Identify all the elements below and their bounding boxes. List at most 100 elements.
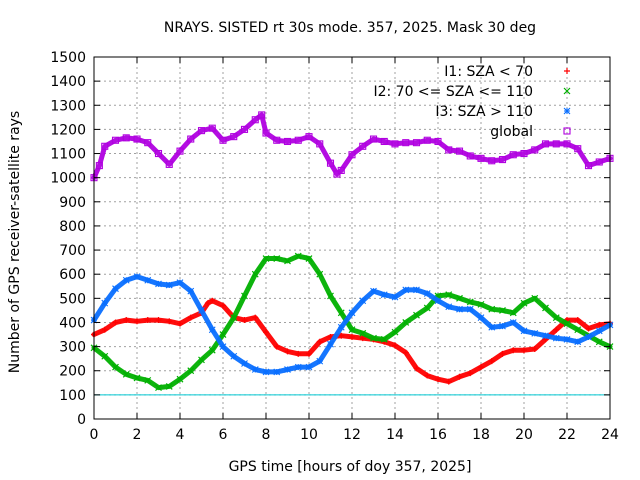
- data-point: [402, 349, 409, 356]
- data-point: [520, 299, 528, 307]
- y-tick-label: 1500: [50, 50, 86, 66]
- data-point: [305, 255, 313, 262]
- data-point: [208, 346, 216, 354]
- data-point: [370, 334, 377, 342]
- legend: I1: SZA < 70 I2: 70 <= SZA <= 110 I3: SZA …: [373, 64, 571, 140]
- data-point: [197, 127, 206, 135]
- data-point: [176, 147, 184, 155]
- chart-title: NRAYS. SISTED rt 30s mode. 357, 2025. Ma…: [164, 20, 536, 36]
- data-point: [445, 146, 453, 154]
- data-point: [455, 147, 464, 155]
- data-point: [349, 333, 355, 340]
- data-point: [316, 357, 324, 365]
- data-point: [477, 154, 485, 162]
- series-3: [90, 111, 614, 182]
- data-point: [445, 303, 453, 311]
- data-point: [251, 366, 259, 373]
- data-point: [348, 326, 356, 334]
- data-point: [316, 270, 324, 278]
- data-point: [262, 368, 270, 376]
- data-point: [187, 135, 195, 143]
- grid-layer: [94, 57, 610, 419]
- data-point: [219, 343, 227, 350]
- data-point: [101, 299, 109, 307]
- data-point: [434, 137, 442, 146]
- data-point: [101, 326, 108, 333]
- data-point: [241, 317, 248, 324]
- data-point: [542, 332, 549, 340]
- data-point: [412, 139, 421, 147]
- x-tick-label: 12: [343, 427, 361, 443]
- data-point: [563, 140, 571, 148]
- data-point: [531, 294, 539, 302]
- data-point: [273, 136, 281, 144]
- data-point: [305, 133, 313, 141]
- y-tick-label: 300: [59, 340, 86, 356]
- data-point: [541, 140, 550, 148]
- legend-label: I3: SZA > 110: [435, 104, 533, 120]
- data-point: [337, 309, 345, 317]
- data-point: [155, 384, 162, 392]
- y-tick-label: 1000: [50, 171, 86, 187]
- x-tick-label: 22: [558, 427, 576, 443]
- data-point: [520, 149, 528, 158]
- data-point: [359, 297, 367, 305]
- y-tick-label: 700: [59, 243, 86, 259]
- data-point: [133, 135, 141, 143]
- data-point: [133, 374, 141, 382]
- data-point: [359, 142, 367, 150]
- x-tick-label: 10: [300, 427, 318, 443]
- data-point: [596, 321, 603, 328]
- y-tick-label: 100: [59, 388, 86, 404]
- x-tick-label: 0: [90, 427, 99, 443]
- data-point: [531, 329, 539, 337]
- x-tick-label: 20: [515, 427, 533, 443]
- data-point: [263, 329, 269, 336]
- data-point: [510, 347, 517, 354]
- legend-marker: [563, 127, 571, 135]
- data-point: [112, 319, 119, 326]
- data-point: [155, 280, 162, 288]
- data-point: [509, 151, 517, 159]
- data-point: [391, 140, 399, 148]
- data-point: [337, 323, 345, 331]
- data-point: [111, 136, 120, 144]
- data-point: [413, 286, 420, 294]
- data-point: [262, 129, 270, 137]
- legend-marker: [563, 107, 571, 115]
- data-point: [499, 306, 506, 314]
- data-point: [241, 360, 248, 367]
- data-point: [112, 363, 119, 371]
- data-point: [466, 152, 474, 160]
- data-point: [424, 372, 431, 379]
- data-point: [327, 340, 334, 348]
- data-point: [520, 327, 528, 335]
- data-point: [95, 162, 103, 170]
- data-point: [262, 255, 270, 262]
- data-point: [284, 257, 291, 265]
- data-point: [251, 270, 259, 278]
- data-point: [488, 305, 496, 313]
- data-point: [284, 366, 291, 373]
- data-point: [155, 317, 162, 324]
- y-tick-label: 900: [59, 195, 86, 211]
- data-point: [333, 170, 341, 178]
- x-tick-label: 24: [601, 427, 619, 443]
- data-point: [208, 124, 216, 132]
- data-point: [305, 363, 313, 371]
- data-point: [122, 370, 130, 378]
- data-point: [144, 139, 152, 147]
- data-point: [402, 319, 410, 326]
- data-point: [402, 286, 410, 294]
- data-point: [294, 363, 302, 371]
- data-layer: [90, 111, 614, 392]
- data-point: [391, 293, 399, 301]
- data-point: [258, 111, 266, 119]
- data-point: [284, 348, 291, 355]
- data-point: [499, 350, 506, 357]
- data-point: [380, 291, 388, 299]
- data-point: [488, 157, 496, 165]
- data-point: [144, 376, 152, 384]
- data-point: [435, 376, 441, 383]
- data-point: [154, 149, 163, 158]
